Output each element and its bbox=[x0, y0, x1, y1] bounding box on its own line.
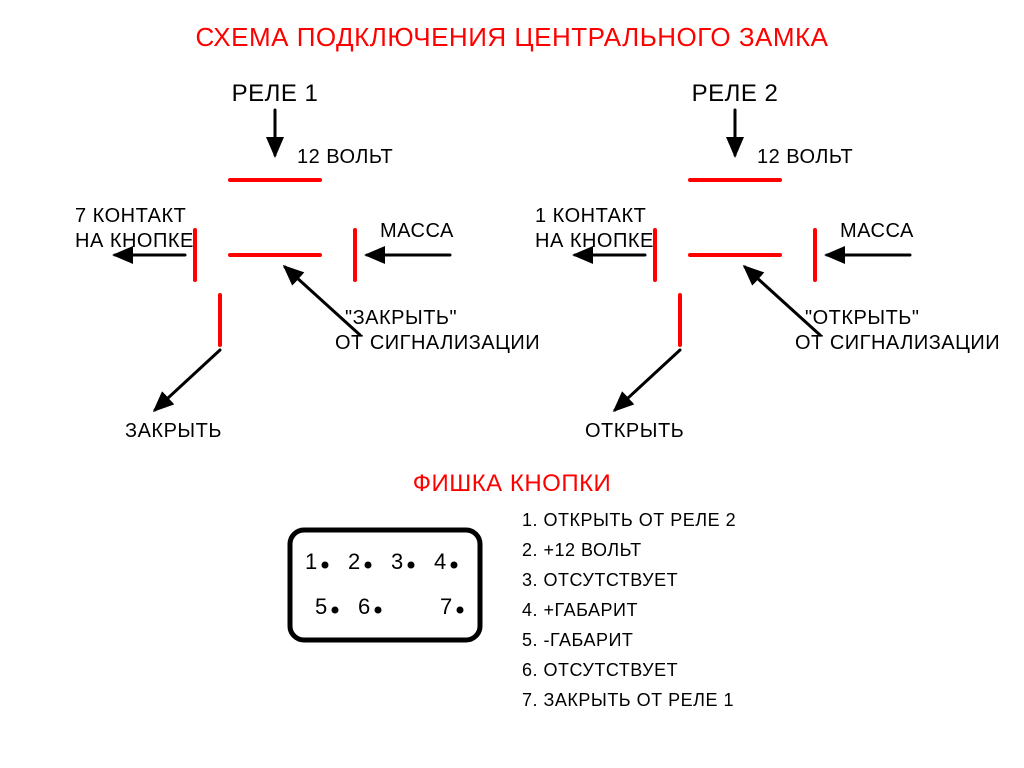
connector-pin bbox=[451, 562, 458, 569]
relay-left-label-1: 1 КОНТАКТ bbox=[535, 205, 646, 228]
relay-bottom-label: ОТКРЫТЬ bbox=[585, 420, 684, 443]
connector-pin bbox=[457, 607, 464, 614]
connector-pin-label: 6 bbox=[358, 594, 371, 620]
relay-title: РЕЛЕ 1 bbox=[232, 80, 319, 108]
relay-center-label-2: ОТ СИГНАЛИЗАЦИИ bbox=[795, 332, 1000, 355]
relay-bottom-label: ЗАКРЫТЬ bbox=[125, 420, 222, 443]
legend-item: 7. ЗАКРЫТЬ ОТ РЕЛЕ 1 bbox=[522, 690, 734, 711]
relay-title: РЕЛЕ 2 bbox=[692, 80, 779, 108]
connector-box bbox=[290, 530, 480, 640]
diagram-canvas bbox=[0, 0, 1024, 768]
relay-left-label-2: НА КНОПКЕ bbox=[75, 230, 194, 253]
connector-pin bbox=[322, 562, 329, 569]
legend-item: 5. -ГАБАРИТ bbox=[522, 630, 633, 651]
connector-pin-label: 7 bbox=[440, 594, 453, 620]
connector-pin-label: 1 bbox=[305, 549, 318, 575]
connector-pin-label: 4 bbox=[434, 549, 447, 575]
connector-pin bbox=[365, 562, 372, 569]
legend-item: 4. +ГАБАРИТ bbox=[522, 600, 638, 621]
relay-center-label-1: "ОТКРЫТЬ" bbox=[805, 307, 920, 330]
connector-pin-label: 3 bbox=[391, 549, 404, 575]
relay-top-label: 12 ВОЛЬТ bbox=[757, 146, 853, 169]
connector-pin bbox=[408, 562, 415, 569]
relay-right-label: МАССА bbox=[840, 220, 914, 243]
connector-pin-label: 2 bbox=[348, 549, 361, 575]
relay-left-label-2: НА КНОПКЕ bbox=[535, 230, 654, 253]
legend-item: 6. ОТСУТСТВУЕТ bbox=[522, 660, 678, 681]
connector-pin-label: 5 bbox=[315, 594, 328, 620]
relay-center-label-2: ОТ СИГНАЛИЗАЦИИ bbox=[335, 332, 540, 355]
relay-top-label: 12 ВОЛЬТ bbox=[297, 146, 393, 169]
connector-pin bbox=[332, 607, 339, 614]
legend-item: 1. ОТКРЫТЬ ОТ РЕЛЕ 2 bbox=[522, 510, 736, 531]
legend-item: 3. ОТСУТСТВУЕТ bbox=[522, 570, 678, 591]
relay-center-label-1: "ЗАКРЫТЬ" bbox=[345, 307, 457, 330]
connector-pin bbox=[375, 607, 382, 614]
relay-left-label-1: 7 КОНТАКТ bbox=[75, 205, 186, 228]
legend-item: 2. +12 ВОЛЬТ bbox=[522, 540, 642, 561]
relay-right-label: МАССА bbox=[380, 220, 454, 243]
